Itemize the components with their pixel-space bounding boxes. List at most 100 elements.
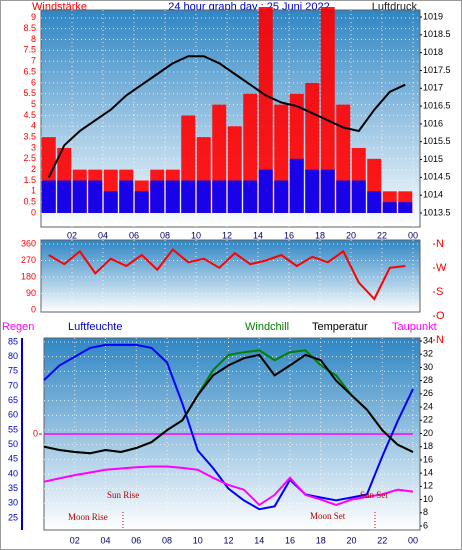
y2-tick-label: 34	[423, 335, 433, 345]
y2-tick-label: 28	[423, 375, 433, 385]
x-tick-label: 04	[98, 230, 108, 240]
y2-tick-label: 1016	[423, 118, 443, 128]
y-tick-label: 3	[31, 142, 36, 152]
x-tick-label: 18	[315, 230, 325, 240]
legend-entry: Temperatur	[312, 321, 368, 333]
y2-tick-label: 1014.5	[423, 172, 451, 182]
series-line	[43, 343, 414, 511]
legend-entry: Taupunkt	[392, 321, 437, 333]
y2-tick-label: 16	[423, 454, 433, 464]
wind-bar	[320, 7, 335, 213]
y2-tick-label: 10	[423, 494, 433, 504]
wind-bar	[367, 191, 382, 213]
wind-bar	[227, 180, 242, 213]
wind-bar	[103, 191, 118, 213]
y-tick-label: 1	[31, 186, 36, 196]
wind-bar	[382, 202, 397, 213]
y2-tick-label: 8	[423, 507, 428, 517]
y-tick-label: 270	[21, 255, 36, 265]
y-tick-label: 6	[31, 77, 36, 87]
x-tick-label: 14	[253, 230, 263, 240]
legend-entry: Windchill	[245, 321, 289, 333]
x-tick-label: 02	[67, 230, 77, 240]
y2-tick-label: 24	[423, 401, 433, 411]
y-tick-label: 50	[8, 439, 18, 449]
x-tick-label: 08	[162, 535, 172, 545]
y2-tick-label: 1016.5	[423, 100, 451, 110]
x-tick-label: 06	[131, 535, 141, 545]
y2-tick-label: O	[436, 310, 445, 322]
y2-tick-label: 26	[423, 388, 433, 398]
y2-tick-label: 1013.5	[423, 207, 451, 217]
y2-tick-label: 30	[423, 362, 433, 372]
y-tick-label: 60	[8, 410, 18, 420]
x-tick-label: 16	[285, 535, 295, 545]
x-tick-label: 20	[346, 230, 356, 240]
y-tick-label: 30	[8, 498, 18, 508]
y-tick-label: 0	[31, 304, 36, 314]
series-line	[43, 465, 414, 507]
x-tick-label: 02	[70, 535, 80, 545]
y2-tick-label: 1017	[423, 83, 443, 93]
wind-bar	[258, 7, 273, 213]
y-tick-label: 80	[8, 351, 18, 361]
wind-bar	[274, 180, 289, 213]
legend-entry: Regen	[2, 321, 34, 333]
x-tick-label: 04	[100, 535, 110, 545]
y-tick-label: 0.5	[23, 197, 36, 207]
y-tick-label: 5.5	[23, 88, 36, 98]
y-tick-label: 8.5	[23, 23, 36, 33]
y2-tick-label: 14	[423, 468, 433, 478]
annotation: Sun Set	[360, 490, 388, 500]
x-tick-label: 00	[408, 230, 418, 240]
wind-bar	[88, 180, 103, 213]
y-tick-label: 7.5	[23, 45, 36, 55]
annotation: Moon Rise	[68, 512, 108, 522]
y2-tick-label: W	[436, 262, 447, 274]
wind-bar	[134, 191, 149, 213]
y-tick-label: 0	[31, 207, 36, 217]
y3-tick-label: 0	[33, 428, 38, 438]
wind-bar	[72, 180, 87, 213]
x-tick-label: 20	[346, 535, 356, 545]
wind-bar	[320, 169, 335, 213]
y-tick-label: 8	[31, 34, 36, 44]
y2-tick-label: 1015	[423, 154, 443, 164]
y2-tick-label: N	[436, 238, 444, 250]
x-tick-label: 08	[160, 230, 170, 240]
x-tick-label: 16	[284, 230, 294, 240]
y2-tick-label: 6	[423, 520, 428, 530]
y2-tick-label: N	[436, 334, 444, 346]
wind-bar	[150, 180, 165, 213]
series-line	[48, 248, 406, 301]
x-tick-label: 10	[191, 230, 201, 240]
series-line	[43, 353, 414, 455]
x-tick-label: 22	[377, 535, 387, 545]
y-tick-label: 2.5	[23, 153, 36, 163]
y-tick-label: 2	[31, 164, 36, 174]
x-tick-label: 06	[129, 230, 139, 240]
wind-bar	[165, 180, 180, 213]
y-tick-label: 6.5	[23, 66, 36, 76]
y-tick-label: 1.5	[23, 175, 36, 185]
wind-bar	[243, 180, 258, 213]
x-tick-label: 18	[316, 535, 326, 545]
wind-bar	[305, 169, 320, 213]
y-tick-label: 85	[8, 336, 18, 346]
wind-bar	[336, 180, 351, 213]
wind-bar	[119, 180, 134, 213]
y-tick-label: 45	[8, 454, 18, 464]
y-tick-label: 5	[31, 99, 36, 109]
wind-bar	[57, 180, 72, 213]
y2-tick-label: 1017.5	[423, 65, 451, 75]
wind-bar	[41, 180, 56, 213]
wind-bar	[289, 158, 304, 213]
annotation: Moon Set	[310, 511, 346, 521]
x-tick-label: 22	[377, 230, 387, 240]
y-tick-label: 75	[8, 366, 18, 376]
x-tick-label: 12	[222, 230, 232, 240]
y-tick-label: 360	[21, 238, 36, 248]
plot-area	[40, 239, 421, 313]
y-tick-label: 3.5	[23, 131, 36, 141]
legend-entry: Luftfeuchte	[68, 321, 122, 333]
